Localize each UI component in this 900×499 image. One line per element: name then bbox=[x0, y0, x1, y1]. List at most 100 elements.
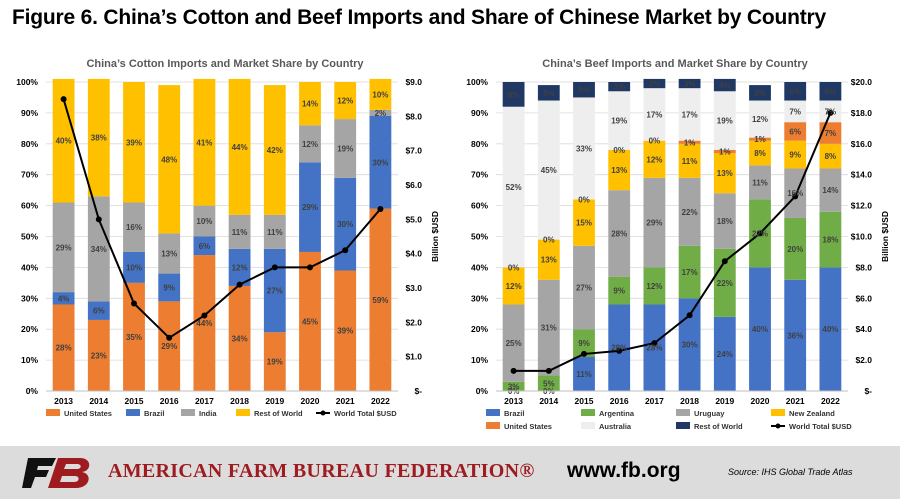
beef-y-left-tick: 20% bbox=[471, 324, 488, 334]
beef-bar-uruguay bbox=[573, 245, 595, 330]
cotton-data-label: 29% bbox=[302, 203, 318, 212]
cotton-world-total-point bbox=[131, 300, 137, 307]
cotton-data-label: 44% bbox=[232, 143, 248, 152]
beef-data-label: 1% bbox=[754, 135, 766, 144]
beef-bar-uruguay bbox=[502, 304, 525, 382]
cotton-y-left-tick: 90% bbox=[21, 108, 38, 118]
cotton-data-label: 39% bbox=[337, 327, 353, 336]
cotton-bar-rest-of-world bbox=[123, 82, 145, 203]
cotton-bar-india bbox=[369, 109, 392, 116]
cotton-chart-title: China’s Cotton Imports and Market Share … bbox=[86, 58, 364, 70]
beef-data-label: 28% bbox=[611, 229, 627, 238]
beef-bar-new-zealand bbox=[537, 239, 560, 280]
cotton-bar-rest-of-world bbox=[52, 78, 75, 203]
beef-data-label: 19% bbox=[717, 117, 733, 126]
cotton-bar-brazil bbox=[369, 115, 392, 209]
cotton-data-label: 12% bbox=[232, 263, 248, 272]
beef-world-total-point bbox=[721, 258, 728, 265]
beef-bar-uruguay bbox=[537, 279, 560, 376]
beef-x-tick: 2013 bbox=[504, 396, 523, 406]
beef-bar-argentina bbox=[573, 329, 595, 358]
beef-data-label: 25% bbox=[506, 339, 522, 348]
beef-data-label: 11% bbox=[752, 178, 768, 187]
beef-data-label: 33% bbox=[576, 144, 592, 153]
beef-bar-australia bbox=[643, 88, 666, 141]
beef-bar-australia bbox=[784, 100, 807, 123]
beef-legend-swatch bbox=[676, 422, 690, 429]
cotton-bar-rest-of-world bbox=[334, 82, 357, 120]
beef-legend-label: United States bbox=[504, 422, 552, 431]
beef-data-label: 40% bbox=[752, 325, 768, 334]
footer-banner: AMERICAN FARM BUREAU FEDERATION® www.fb.… bbox=[0, 446, 900, 499]
beef-data-label: 40% bbox=[822, 325, 838, 334]
cotton-y-left-tick: 70% bbox=[21, 170, 38, 180]
site-url-link[interactable]: www.fb.org bbox=[567, 459, 681, 482]
cotton-x-tick: 2019 bbox=[265, 396, 284, 406]
cotton-bar-united-states bbox=[228, 285, 251, 391]
cotton-world-total-point bbox=[201, 312, 208, 319]
cotton-bar-united-states bbox=[299, 251, 321, 391]
cotton-x-tick: 2021 bbox=[336, 396, 355, 406]
beef-bar-rest-of-world bbox=[819, 82, 842, 101]
beef-bar-rest-of-world bbox=[749, 85, 771, 101]
cotton-y-left-tick: 80% bbox=[21, 139, 38, 149]
cotton-data-label: 14% bbox=[302, 100, 318, 109]
beef-bar-new-zealand bbox=[749, 140, 771, 166]
cotton-bar-rest-of-world bbox=[228, 78, 251, 215]
cotton-y-left-tick: 60% bbox=[21, 201, 38, 211]
cotton-data-label: 39% bbox=[126, 138, 142, 147]
cotton-y-right-tick: $4.0 bbox=[405, 249, 422, 259]
beef-bar-united-states bbox=[784, 122, 807, 141]
cotton-data-label: 59% bbox=[372, 296, 388, 305]
beef-world-total-point bbox=[545, 367, 552, 374]
beef-data-label: 17% bbox=[682, 268, 698, 277]
cotton-bar-india bbox=[299, 125, 321, 163]
cotton-data-label: 29% bbox=[56, 243, 72, 252]
cotton-bar-india bbox=[228, 214, 251, 249]
beef-world-total-point bbox=[792, 193, 799, 200]
cotton-data-label: 41% bbox=[196, 138, 212, 147]
beef-world-total-point bbox=[581, 350, 587, 357]
beef-y-right-tick: $4.0 bbox=[855, 324, 872, 334]
beef-x-tick: 2014 bbox=[539, 396, 558, 406]
cotton-y-left-tick: 30% bbox=[21, 293, 38, 303]
beef-data-label: 8% bbox=[754, 149, 766, 158]
cotton-y-left-tick: 100% bbox=[16, 77, 38, 87]
cotton-bar-rest-of-world bbox=[193, 78, 216, 206]
beef-bar-brazil bbox=[749, 267, 771, 391]
beef-bar-argentina bbox=[537, 375, 560, 391]
cotton-bar-brazil bbox=[123, 251, 145, 283]
beef-bar-rest-of-world bbox=[608, 82, 631, 92]
cotton-data-label: 44% bbox=[196, 319, 212, 328]
beef-x-tick: 2015 bbox=[575, 396, 594, 406]
cotton-y-left-tick: 40% bbox=[21, 262, 38, 272]
cotton-y-left-tick: 20% bbox=[21, 324, 38, 334]
beef-y-left-tick: 100% bbox=[466, 77, 488, 87]
beef-legend-swatch bbox=[581, 409, 595, 416]
beef-data-label: 3% bbox=[649, 80, 661, 89]
beef-y-right-tick: $12.0 bbox=[851, 201, 873, 211]
beef-bar-united-states bbox=[749, 137, 771, 141]
beef-data-label: 17% bbox=[682, 110, 698, 119]
beef-y-left-tick: 90% bbox=[471, 108, 488, 118]
beef-bar-australia bbox=[537, 100, 560, 240]
org-name: AMERICAN FARM BUREAU FEDERATION® bbox=[108, 460, 535, 482]
beef-bar-uruguay bbox=[749, 165, 771, 200]
beef-bar-brazil bbox=[784, 279, 807, 391]
beef-data-label: 18% bbox=[717, 217, 733, 226]
beef-data-label: 20% bbox=[787, 245, 803, 254]
beef-bar-rest-of-world bbox=[537, 85, 560, 101]
cotton-x-tick: 2020 bbox=[301, 396, 320, 406]
cotton-y-right-tick: $3.0 bbox=[405, 283, 422, 293]
cotton-bar-brazil bbox=[87, 301, 110, 320]
beef-data-label: 30% bbox=[682, 341, 698, 350]
beef-data-label: 5% bbox=[754, 89, 766, 98]
beef-data-label: 5% bbox=[543, 379, 555, 388]
cotton-data-label: 35% bbox=[126, 333, 142, 342]
cotton-bar-india bbox=[193, 205, 216, 237]
cotton-data-label: 10% bbox=[372, 90, 388, 99]
cotton-data-label: 12% bbox=[337, 97, 353, 106]
cotton-data-label: 16% bbox=[126, 223, 142, 232]
beef-data-label: 0% bbox=[508, 263, 520, 272]
cotton-world-total-point bbox=[60, 96, 67, 103]
